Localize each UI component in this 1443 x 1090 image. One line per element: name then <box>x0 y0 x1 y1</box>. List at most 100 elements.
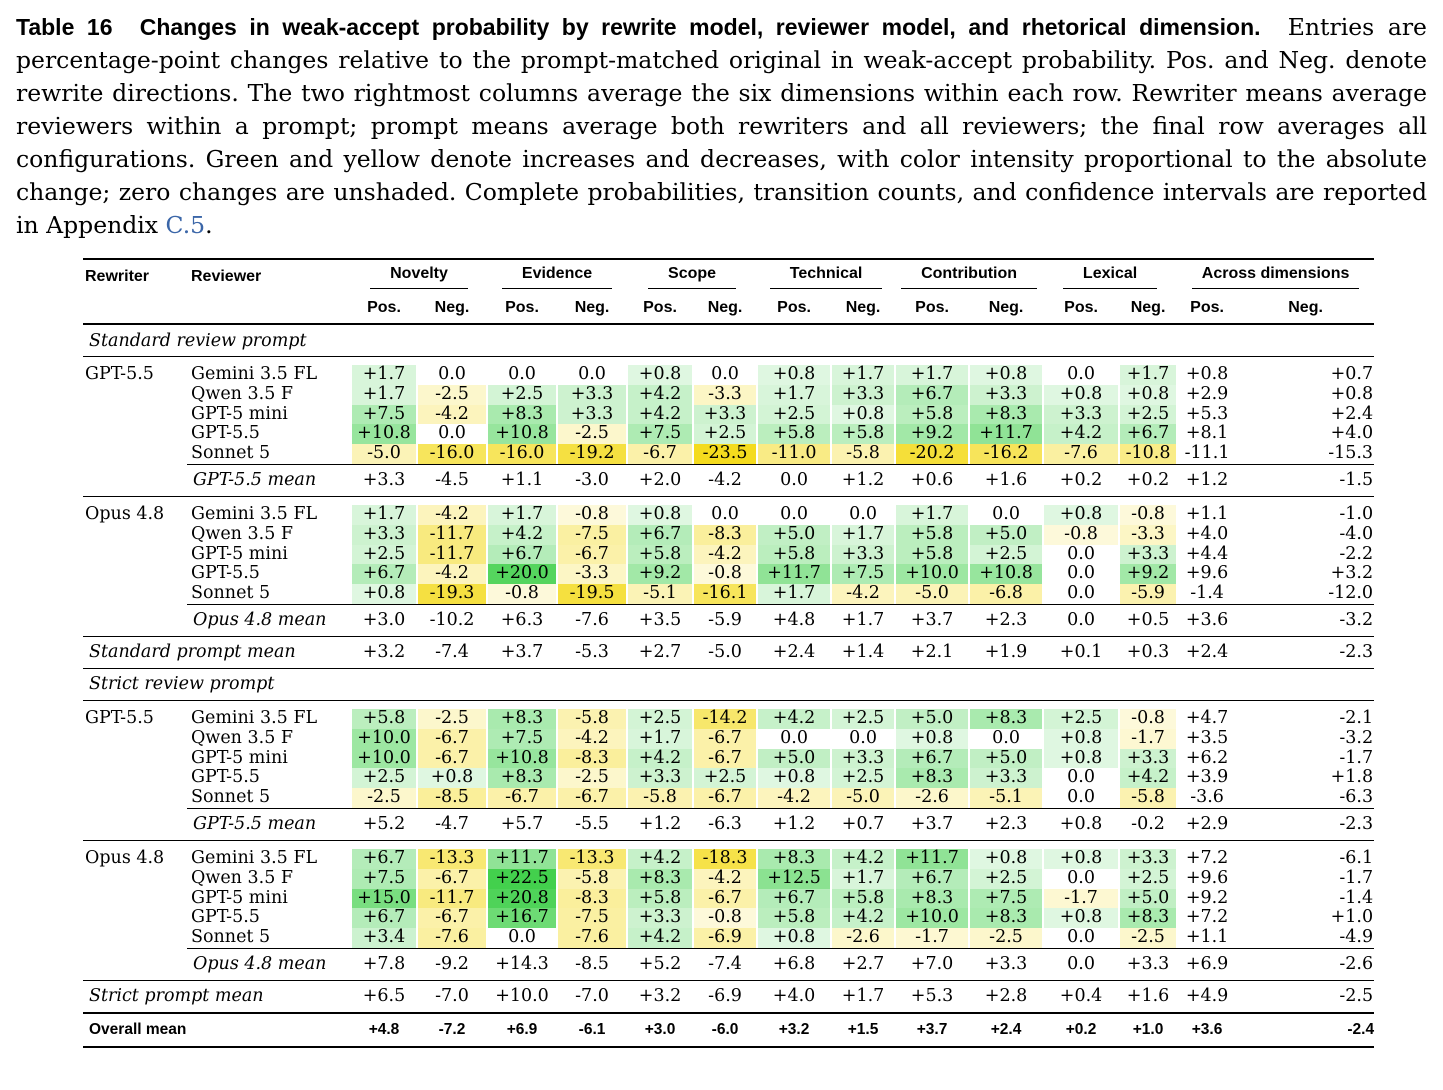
table-cell: +0.8 <box>969 356 1044 385</box>
table-cell: -8.3 <box>557 748 627 769</box>
table-cell: 0.0 <box>1043 356 1120 385</box>
table-cell: -6.7 <box>417 908 487 929</box>
reviewer-label: Sonnet 5 <box>191 787 271 808</box>
table-cell: +0.8 <box>1330 383 1374 404</box>
overall-cell: -7.2 <box>417 1011 488 1048</box>
table-cell: +6.7 <box>895 748 969 769</box>
table-cell: +5.0 <box>757 524 831 545</box>
table-cell: -3.3 <box>1119 524 1177 545</box>
table-cell: -5.8 <box>627 787 693 808</box>
table-cell: +9.6 <box>1185 867 1229 888</box>
mean-label: Strict prompt mean <box>83 979 351 1012</box>
table-cell: -2.5 <box>417 384 487 405</box>
table-cell: -8.5 <box>557 947 628 980</box>
table-cell: -5.8 <box>831 443 895 464</box>
table-cell: 0.0 <box>757 463 832 496</box>
table-cell: +3.3 <box>969 947 1044 980</box>
table-cell: +5.0 <box>895 699 970 729</box>
appendix-link[interactable]: C.5 <box>165 211 206 239</box>
table-cell: +7.5 <box>351 868 417 889</box>
table-caption: Table 16 Changes in weak-accept probabil… <box>16 11 1427 242</box>
table-cell: -7.6 <box>417 927 487 948</box>
table-cell: -2.3 <box>1237 635 1375 668</box>
table-cell: +5.8 <box>757 544 831 565</box>
table-row: GPT-5.5 +6.7 -6.7 +16.7 -7.5 +3.3 -0.8 +5.8 +4.2… <box>83 908 1374 929</box>
table-cell: 0.0 <box>693 356 758 385</box>
header-neg: Neg. <box>969 293 1044 325</box>
table-cell: +3.3 <box>351 524 417 545</box>
table-cell: +6.7 <box>1119 424 1177 445</box>
header-pos: Pos. <box>1043 293 1120 325</box>
table-cell: +1.9 <box>969 635 1044 668</box>
overall-cell: +3.7 <box>895 1011 970 1048</box>
table-cell: 0.0 <box>1067 583 1095 604</box>
section-title-row: Strict review prompt <box>83 667 1375 700</box>
table-cell: +4.4 <box>1185 543 1229 564</box>
table-cell: +4.8 <box>757 603 832 636</box>
table-row: Qwen 3.5 F +1.7 -2.5 +2.5 +3.3 +4.2 -3.3 +1.7 +3… <box>83 383 1374 405</box>
table-cell: +2.0 <box>627 463 694 496</box>
table-cell: +6.9 <box>1177 947 1238 980</box>
table-cell: -6.7 <box>417 728 487 749</box>
table-cell: +4.9 <box>1177 979 1238 1012</box>
table-cell: +0.8 <box>417 768 487 789</box>
table-cell: +0.1 <box>1043 635 1120 668</box>
table-cell: -5.5 <box>557 807 628 840</box>
reviewer-label: Qwen 3.5 F <box>191 867 294 888</box>
reviewer-label: Gemini 3.5 FL <box>187 356 351 385</box>
header-pos: Pos. <box>627 293 694 325</box>
table-cell: +2.5 <box>351 544 417 565</box>
table-cell: +1.7 <box>351 384 417 405</box>
table-cell: +2.5 <box>757 404 831 425</box>
table-cell: +3.3 <box>831 544 895 565</box>
header-neg: Neg. <box>693 293 758 325</box>
table-cell: +1.1 <box>487 463 558 496</box>
table-row: GPT-5.5 +10.8 0.0 +10.8 -2.5 +7.5 +2.5 +5.8 +5.8… <box>83 424 1374 445</box>
table-cell: +1.7 <box>757 583 831 604</box>
table-cell: +10.8 <box>487 748 557 769</box>
table-cell: -6.9 <box>693 927 757 948</box>
table-cell: -6.7 <box>487 787 557 808</box>
table-cell: -23.5 <box>693 443 757 464</box>
table-cell: +3.3 <box>831 384 895 405</box>
table-cell: -11.1 <box>1184 443 1230 464</box>
table-cell: +2.5 <box>627 699 694 729</box>
table-row: GPT-5.5 +6.7 -4.2 +20.0 -3.3 +9.2 -0.8 +11.7 +7.… <box>83 564 1374 585</box>
section-title: Strict review prompt <box>83 667 1375 700</box>
table-cell: +11.7 <box>757 564 831 585</box>
table-cell: -7.0 <box>557 979 628 1012</box>
table-cell: +5.0 <box>969 524 1043 545</box>
table-cell: -6.1 <box>1237 839 1375 869</box>
table-cell: +2.4 <box>757 635 832 668</box>
table-cell: -4.2 <box>557 728 627 749</box>
table-cell: -10.2 <box>417 603 488 636</box>
table-cell: 0.0 <box>992 727 1020 748</box>
table-cell: +3.3 <box>627 768 693 789</box>
table-cell: +14.3 <box>487 947 558 980</box>
table-cell: -20.2 <box>895 443 969 464</box>
table-cell: -0.8 <box>1119 495 1178 525</box>
rewriter-label: Opus 4.8 <box>83 495 187 525</box>
table-cell: +9.2 <box>1185 887 1229 908</box>
table-cell: +7.5 <box>627 424 693 445</box>
table-cell: +5.8 <box>351 699 417 729</box>
table-cell: +1.7 <box>831 524 895 545</box>
table-row: GPT-5 mini +7.5 -4.2 +8.3 +3.3 +4.2 +3.3 +2.5 +0… <box>83 404 1374 425</box>
table-cell: 0.0 <box>1067 543 1095 564</box>
overall-cell: +1.5 <box>831 1011 896 1048</box>
table-row: Opus 4.8 Gemini 3.5 FL +6.7 -13.3 +11.7 -13.3… <box>83 839 1375 869</box>
table-cell: +5.2 <box>627 947 694 980</box>
table-cell: -6.8 <box>969 583 1043 604</box>
table-cell: +6.3 <box>487 603 558 636</box>
table-cell: +6.7 <box>757 888 831 909</box>
table-cell: +6.5 <box>351 979 417 1012</box>
table-cell: +2.5 <box>487 384 557 405</box>
table-row: Sonnet 5 -5.0 -16.0 -16.0 -19.2 -6.7 -23.5 -11.… <box>83 443 1374 464</box>
table-cell: +2.5 <box>351 768 417 789</box>
table-cell: 0.0 <box>487 356 558 385</box>
table-cell: +0.8 <box>627 495 694 525</box>
table-cell: -10.8 <box>1119 443 1177 464</box>
table-cell: -2.5 <box>1237 979 1375 1012</box>
table-cell: -12.0 <box>1328 583 1374 604</box>
table-body: Standard review prompt GPT-5.5 Gemini 3.5 … <box>83 325 1375 1048</box>
